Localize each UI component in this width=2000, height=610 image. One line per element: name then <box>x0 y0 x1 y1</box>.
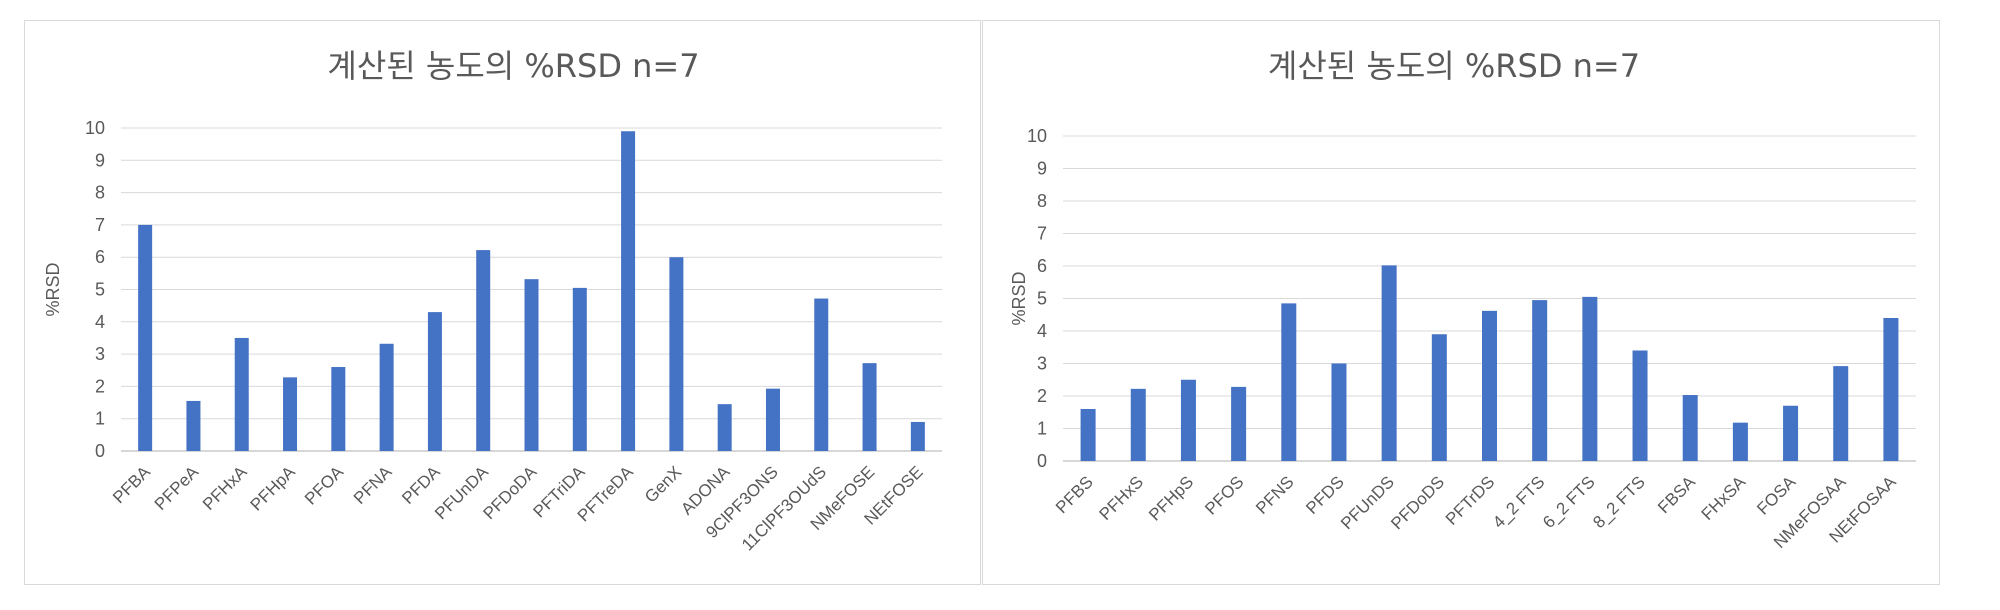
bar <box>1582 296 1598 461</box>
x-tick-label: PFHxS <box>1096 472 1148 524</box>
bar <box>814 298 829 451</box>
y-tick-label: 7 <box>95 215 105 235</box>
bar <box>331 367 346 451</box>
bar-chart-left: 계산된 농도의 %RSD n=7 0 1 2 3 4 5 6 7 8 9 10 %RSD PFBAPFPe… <box>43 47 942 554</box>
x-tick-label: PFBS <box>1052 472 1097 517</box>
y-tick-label: 5 <box>95 280 105 300</box>
y-tick-label: 1 <box>1037 419 1047 439</box>
y-tick-label: 3 <box>1037 354 1047 374</box>
y-tick-label: 6 <box>95 247 105 267</box>
bar <box>234 337 249 451</box>
x-tick-label: PFPeA <box>151 462 203 514</box>
y-tick-label: 4 <box>1037 321 1047 341</box>
x-tick-label: 6_2 FTS <box>1539 472 1599 532</box>
bar <box>1331 363 1347 461</box>
bar <box>379 343 394 451</box>
bar-chart-right: 계산된 농도의 %RSD n=7 0 1 2 3 4 5 6 7 8 9 10 %RSD PFBSPFHx… <box>1009 47 1916 552</box>
bar <box>621 131 636 451</box>
bar <box>283 377 298 451</box>
x-tick-label: PFDoDS <box>1387 472 1448 533</box>
bar <box>1883 318 1899 461</box>
bar <box>1231 386 1247 461</box>
y-axis-title: %RSD <box>43 262 63 316</box>
x-tick-label: GenX <box>641 462 685 506</box>
y-tick-label: 5 <box>1037 289 1047 309</box>
chart-title: 계산된 농도의 %RSD n=7 <box>1268 47 1640 85</box>
x-tick-label: PFBA <box>109 462 154 507</box>
bar <box>1180 379 1196 461</box>
x-tick-label: PFDA <box>398 462 444 508</box>
y-tick-label: 6 <box>1037 256 1047 276</box>
y-tick-label: 0 <box>95 441 105 461</box>
bar <box>1482 310 1497 461</box>
x-tick-label: 4_2 FTS <box>1489 472 1549 532</box>
y-tick-label: 4 <box>95 312 105 332</box>
bar <box>862 363 877 451</box>
y-tick-label: 3 <box>95 344 105 364</box>
y-tick-label: 9 <box>1037 159 1047 179</box>
x-tick-label: PFDS <box>1302 472 1347 517</box>
x-tick-label: PFDoDA <box>479 462 540 523</box>
y-tick-label: 0 <box>1037 451 1047 471</box>
y-tick-label: 10 <box>1027 126 1047 146</box>
bar <box>1682 395 1698 461</box>
bar <box>186 400 201 451</box>
y-tick-label: 10 <box>85 118 105 138</box>
bar <box>1783 405 1799 461</box>
bar <box>476 250 491 451</box>
x-tick-label: 11ClPF3OUdS <box>738 462 830 554</box>
x-tick-label: PFOA <box>301 462 348 509</box>
x-tick-label: FHxSA <box>1698 472 1750 524</box>
bar <box>1080 409 1096 461</box>
chart-panel-right: 계산된 농도의 %RSD n=7 0 1 2 3 4 5 6 7 8 9 10 %RSD PFBS PFHx… <box>982 20 1940 585</box>
y-tick-label: 7 <box>1037 224 1047 244</box>
y-axis-title: %RSD <box>1009 271 1029 325</box>
bar <box>524 279 539 451</box>
bar <box>1532 300 1548 461</box>
bar <box>669 257 684 451</box>
bar <box>765 388 780 451</box>
x-tick-label: PFHpA <box>247 462 300 515</box>
x-tick-label: FBSA <box>1654 472 1699 517</box>
y-tick-label: 9 <box>95 150 105 170</box>
y-tick-label: 2 <box>95 376 105 396</box>
x-tick-label: PFOS <box>1201 472 1247 518</box>
bar <box>1381 265 1397 461</box>
y-tick-label: 2 <box>1037 386 1047 406</box>
bar <box>1281 303 1297 461</box>
x-tick-label: PFNA <box>350 462 396 508</box>
y-tick-label: 8 <box>95 183 105 203</box>
x-tick-label: 8_2 FTS <box>1589 472 1649 532</box>
bar <box>1431 334 1447 461</box>
bar <box>1833 366 1849 461</box>
bar <box>910 421 925 451</box>
y-tick-label: 1 <box>95 409 105 429</box>
y-tick-label: 8 <box>1037 191 1047 211</box>
x-tick-label: FOSA <box>1753 472 1800 519</box>
bar <box>572 287 587 451</box>
x-tick-label: PFNS <box>1252 472 1297 517</box>
x-tick-label: PFHxA <box>199 462 251 514</box>
x-tick-label: PFHpS <box>1145 472 1197 524</box>
chart-title: 계산된 농도의 %RSD n=7 <box>327 47 699 85</box>
bar <box>138 224 153 451</box>
bar <box>1732 422 1748 461</box>
bar <box>1632 350 1648 461</box>
chart-panel-left: 계산된 농도의 %RSD n=7 0 1 2 3 4 5 6 7 8 9 10 %RSD PFBA PFPe… <box>24 20 981 585</box>
bar <box>427 312 442 451</box>
x-tick-label: PFUnDS <box>1337 472 1398 533</box>
bar <box>717 404 732 451</box>
bar <box>1130 388 1146 461</box>
